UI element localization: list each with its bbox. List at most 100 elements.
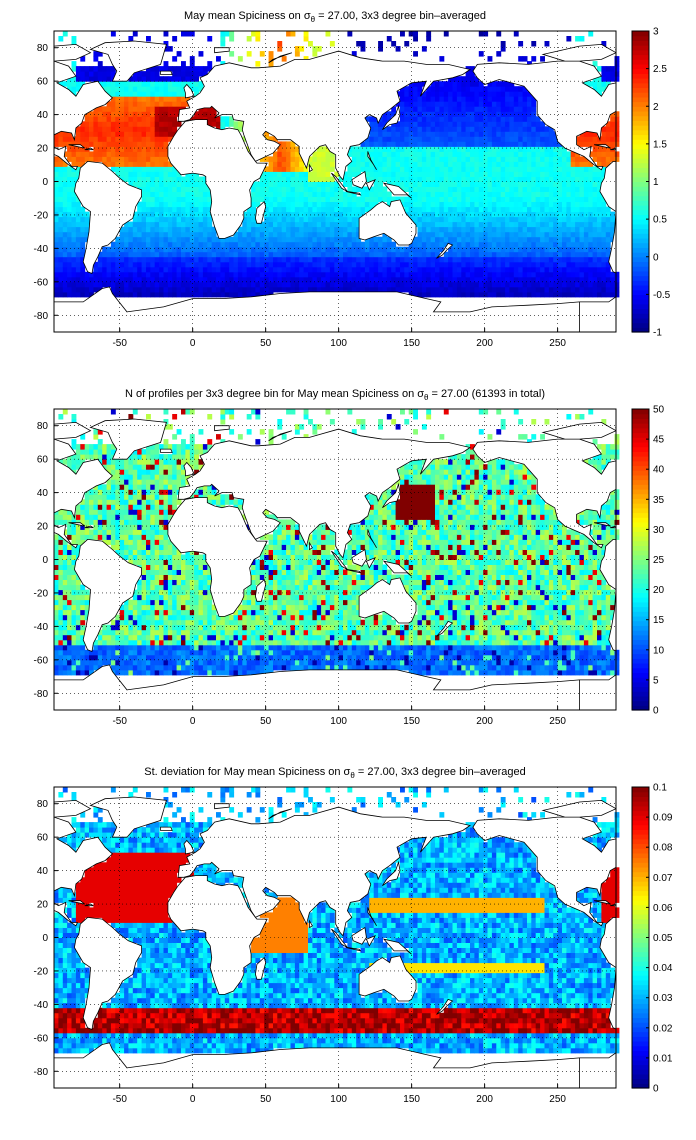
bin-cell (465, 121, 471, 127)
bin-cell (452, 86, 458, 92)
bin-cell (141, 186, 147, 192)
bin-cell (216, 251, 221, 258)
bin-cell (478, 251, 484, 258)
bin-cell (610, 136, 616, 142)
bin-cell (229, 281, 235, 288)
bin-cell (75, 664, 81, 671)
bin-cell (163, 76, 169, 82)
bin-cell (461, 216, 467, 223)
bin-cell (110, 241, 116, 248)
bin-cell (259, 261, 265, 268)
bin-cell (176, 281, 182, 288)
bin-cell (277, 241, 283, 248)
bin-cell (417, 226, 423, 233)
bin-cell (548, 146, 554, 152)
bin-cell (71, 594, 77, 601)
bin-cell (58, 206, 64, 213)
bin-cell (391, 266, 397, 273)
bin-cell (299, 271, 305, 278)
bin-cell (329, 246, 335, 253)
bin-cell (62, 151, 68, 157)
bin-cell (167, 201, 173, 208)
bin-cell (251, 291, 256, 298)
bin-cell (154, 181, 160, 187)
bin-cell (176, 246, 182, 253)
bin-cell (290, 141, 296, 147)
bin-cell (242, 256, 248, 263)
bin-cell (224, 116, 230, 122)
bin-cell (597, 251, 602, 258)
bin-cell (557, 261, 563, 268)
bin-cell (181, 61, 186, 67)
bin-cell (137, 86, 143, 92)
bin-cell (614, 136, 620, 142)
bin-cell (172, 276, 178, 283)
bin-cell (562, 261, 567, 268)
bin-cell (548, 166, 554, 172)
bin-cell (557, 201, 563, 208)
bin-cell (115, 166, 121, 172)
bin-cell (505, 161, 510, 167)
bin-cell (364, 186, 370, 192)
bin-cell (421, 131, 427, 137)
bin-cell (75, 594, 81, 601)
bin-cell (400, 251, 405, 258)
bin-cell (251, 276, 256, 283)
bin-cell (93, 434, 99, 440)
bin-cell (531, 231, 537, 238)
bin-cell (106, 524, 112, 530)
bin-cell (246, 286, 252, 293)
colorbar-tick-label: 0 (653, 252, 659, 263)
bin-cell (150, 186, 156, 192)
bin-cell (404, 266, 410, 273)
bin-cell (58, 186, 64, 192)
bin-cell (294, 286, 300, 293)
bin-cell (308, 191, 313, 197)
bin-cell (527, 101, 532, 107)
bin-cell (400, 146, 405, 152)
colorbar-segment (632, 209, 649, 216)
bin-cell (601, 81, 607, 87)
bin-cell (202, 106, 208, 112)
bin-cell (448, 276, 453, 283)
bin-cell (579, 201, 585, 208)
bin-cell (167, 66, 173, 72)
bin-cell (400, 261, 405, 268)
bin-cell (58, 211, 64, 218)
bin-cell (89, 509, 94, 515)
bin-cell (456, 286, 462, 293)
bin-cell (527, 256, 532, 263)
colorbar-segment (632, 176, 649, 183)
bin-cell (614, 61, 620, 67)
bin-cell (89, 534, 94, 540)
bin-cell (605, 141, 611, 147)
bin-cell (588, 271, 594, 278)
bin-cell (75, 126, 81, 132)
bin-cell (513, 251, 519, 258)
bin-cell (601, 286, 607, 293)
bin-cell (312, 151, 318, 157)
bin-cell (513, 181, 519, 187)
bin-cell (540, 176, 545, 182)
bin-cell (163, 96, 169, 102)
bin-cell (566, 236, 572, 243)
bin-cell (614, 131, 620, 137)
bin-cell (110, 166, 116, 172)
bin-cell (566, 251, 572, 258)
bin-cell (597, 176, 602, 182)
bin-cell (391, 196, 397, 202)
bin-cell (198, 81, 204, 87)
bin-cell (518, 236, 524, 243)
bin-cell (553, 186, 559, 192)
bin-cell (150, 106, 156, 112)
bin-cell (483, 246, 489, 253)
bin-cell (456, 121, 462, 127)
bin-cell (540, 266, 545, 273)
bin-cell (124, 639, 129, 646)
bin-cell (97, 484, 103, 490)
bin-cell (456, 251, 462, 258)
bin-cell (443, 136, 449, 142)
bin-cell (146, 261, 151, 268)
bin-cell (509, 131, 515, 137)
bin-cell (264, 191, 270, 197)
